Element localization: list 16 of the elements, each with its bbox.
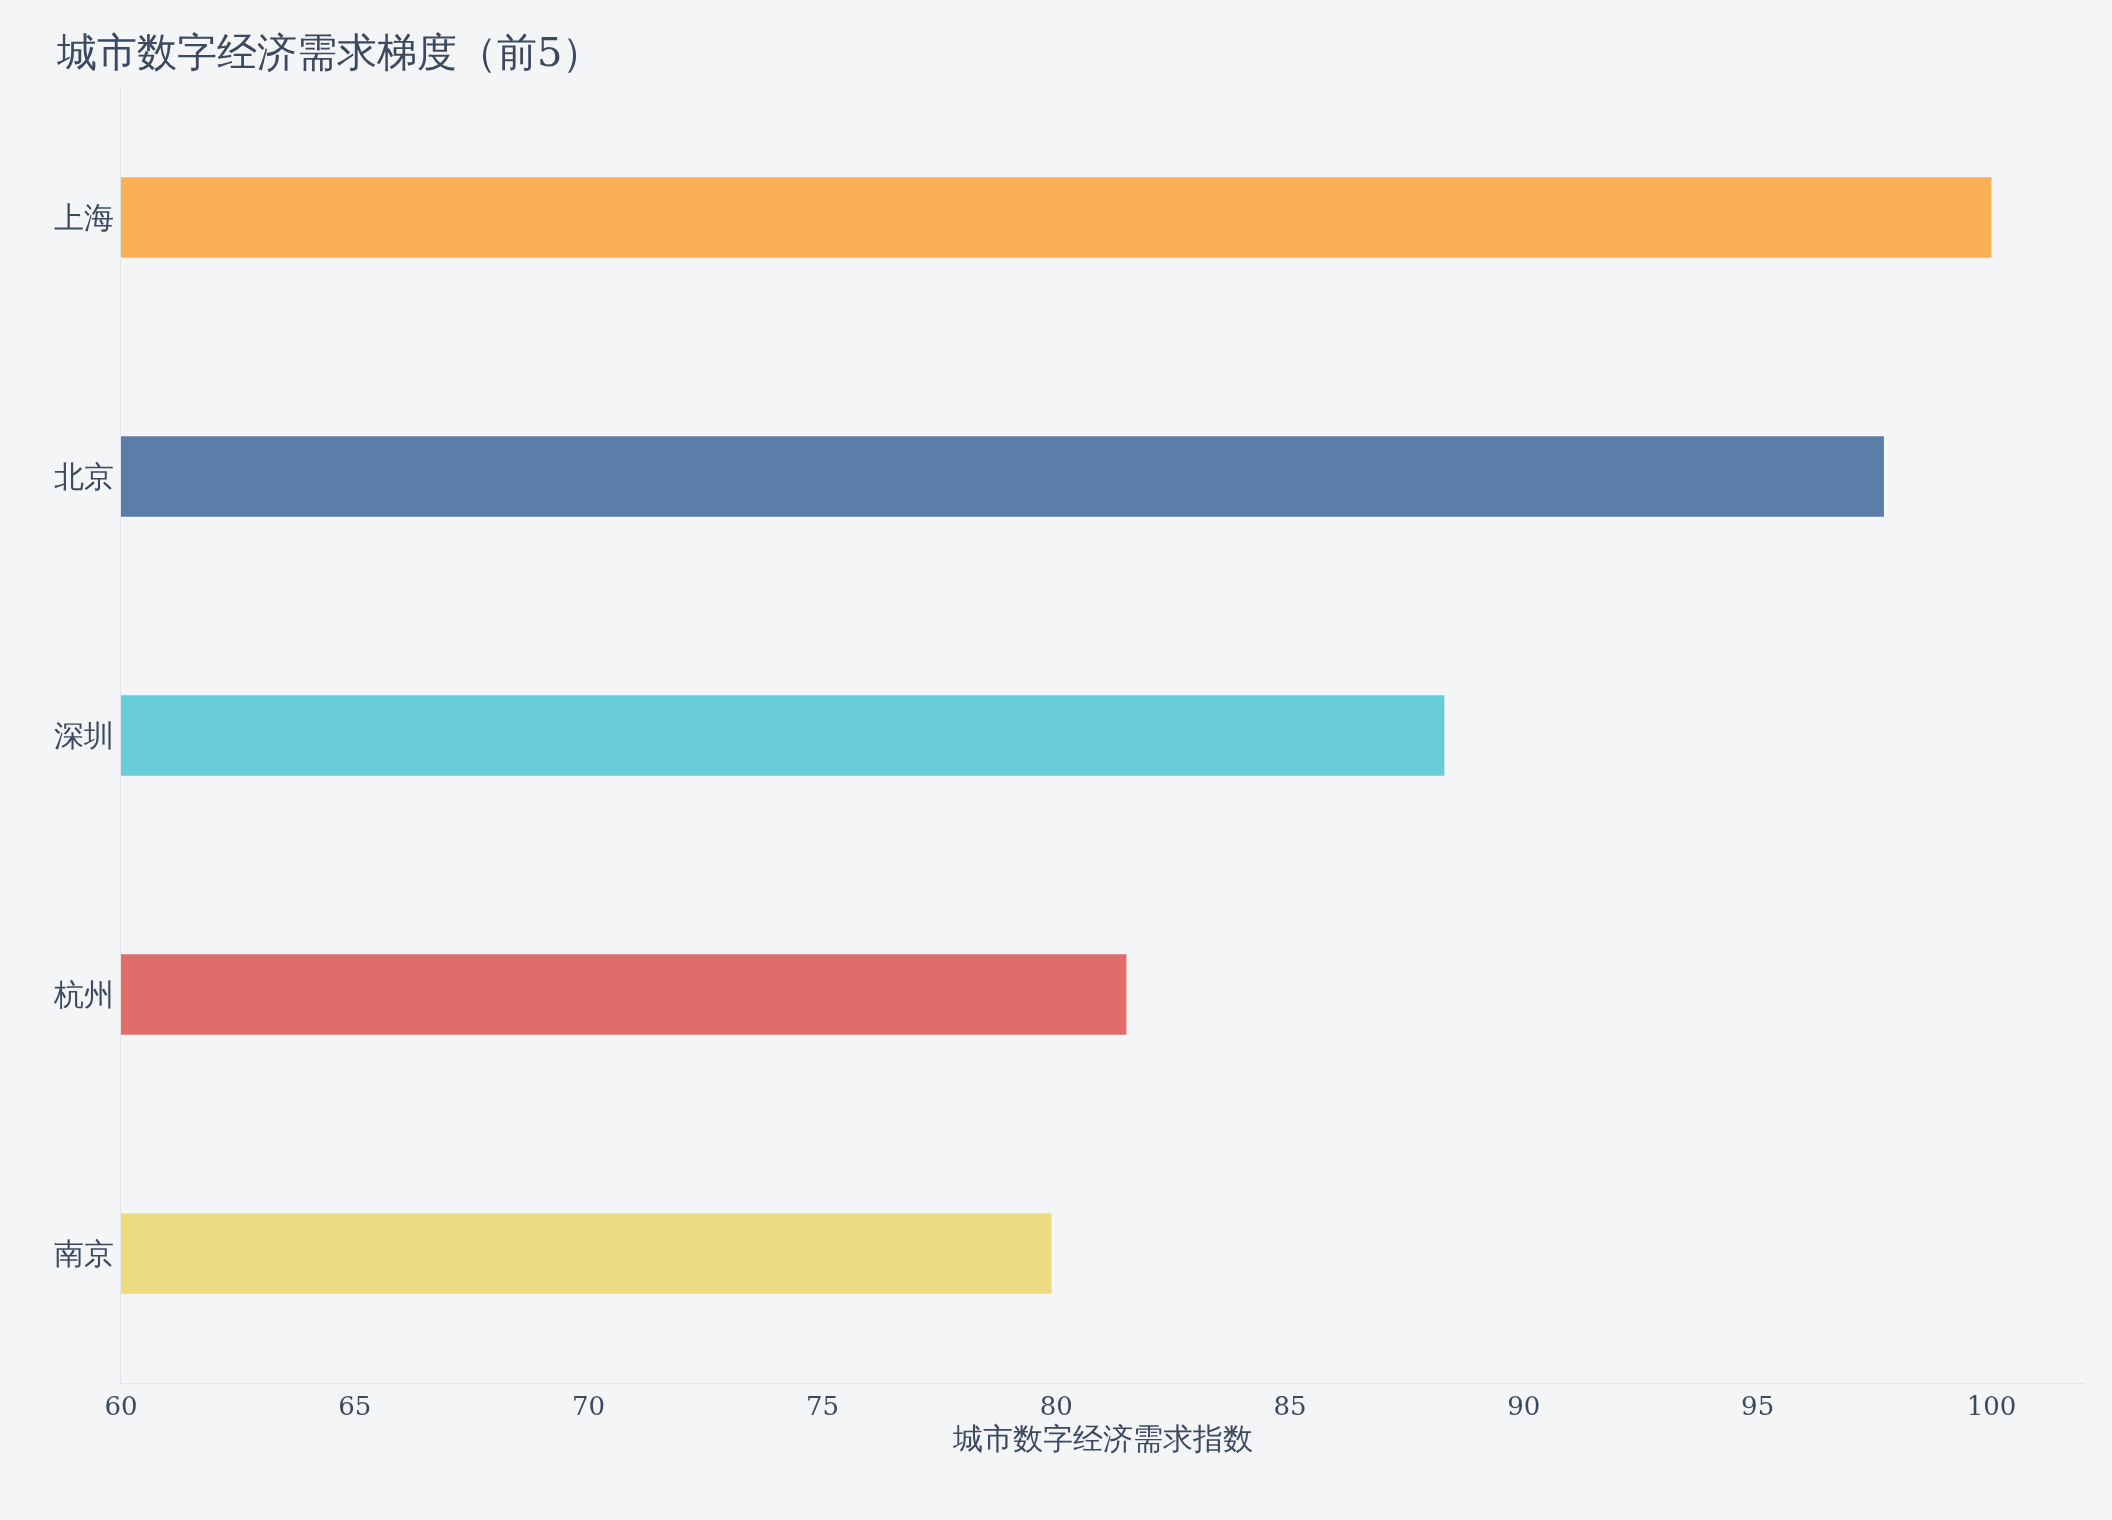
y-tick-label: 南京 <box>54 1236 114 1271</box>
x-tick-label: 75 <box>805 1391 839 1422</box>
x-tick-label: 90 <box>1507 1391 1541 1422</box>
x-tick-label: 60 <box>104 1391 138 1422</box>
x-tick-label: 100 <box>1966 1391 2017 1422</box>
y-tick-label: 深圳 <box>54 718 114 753</box>
x-tick-label: 80 <box>1039 1391 1073 1422</box>
y-tick-label: 上海 <box>54 200 114 235</box>
x-axis-title: 城市数字经济需求指数 <box>952 1421 1253 1457</box>
chart-title: 城市数字经济需求梯度（前5） <box>56 29 603 75</box>
y-tick-label: 杭州 <box>53 977 114 1012</box>
x-tick-label: 65 <box>338 1391 372 1422</box>
x-tick-label: 95 <box>1741 1391 1775 1422</box>
x-tick-label: 70 <box>572 1391 606 1422</box>
x-tick-label: 85 <box>1273 1391 1307 1422</box>
y-tick-label: 北京 <box>54 459 114 494</box>
